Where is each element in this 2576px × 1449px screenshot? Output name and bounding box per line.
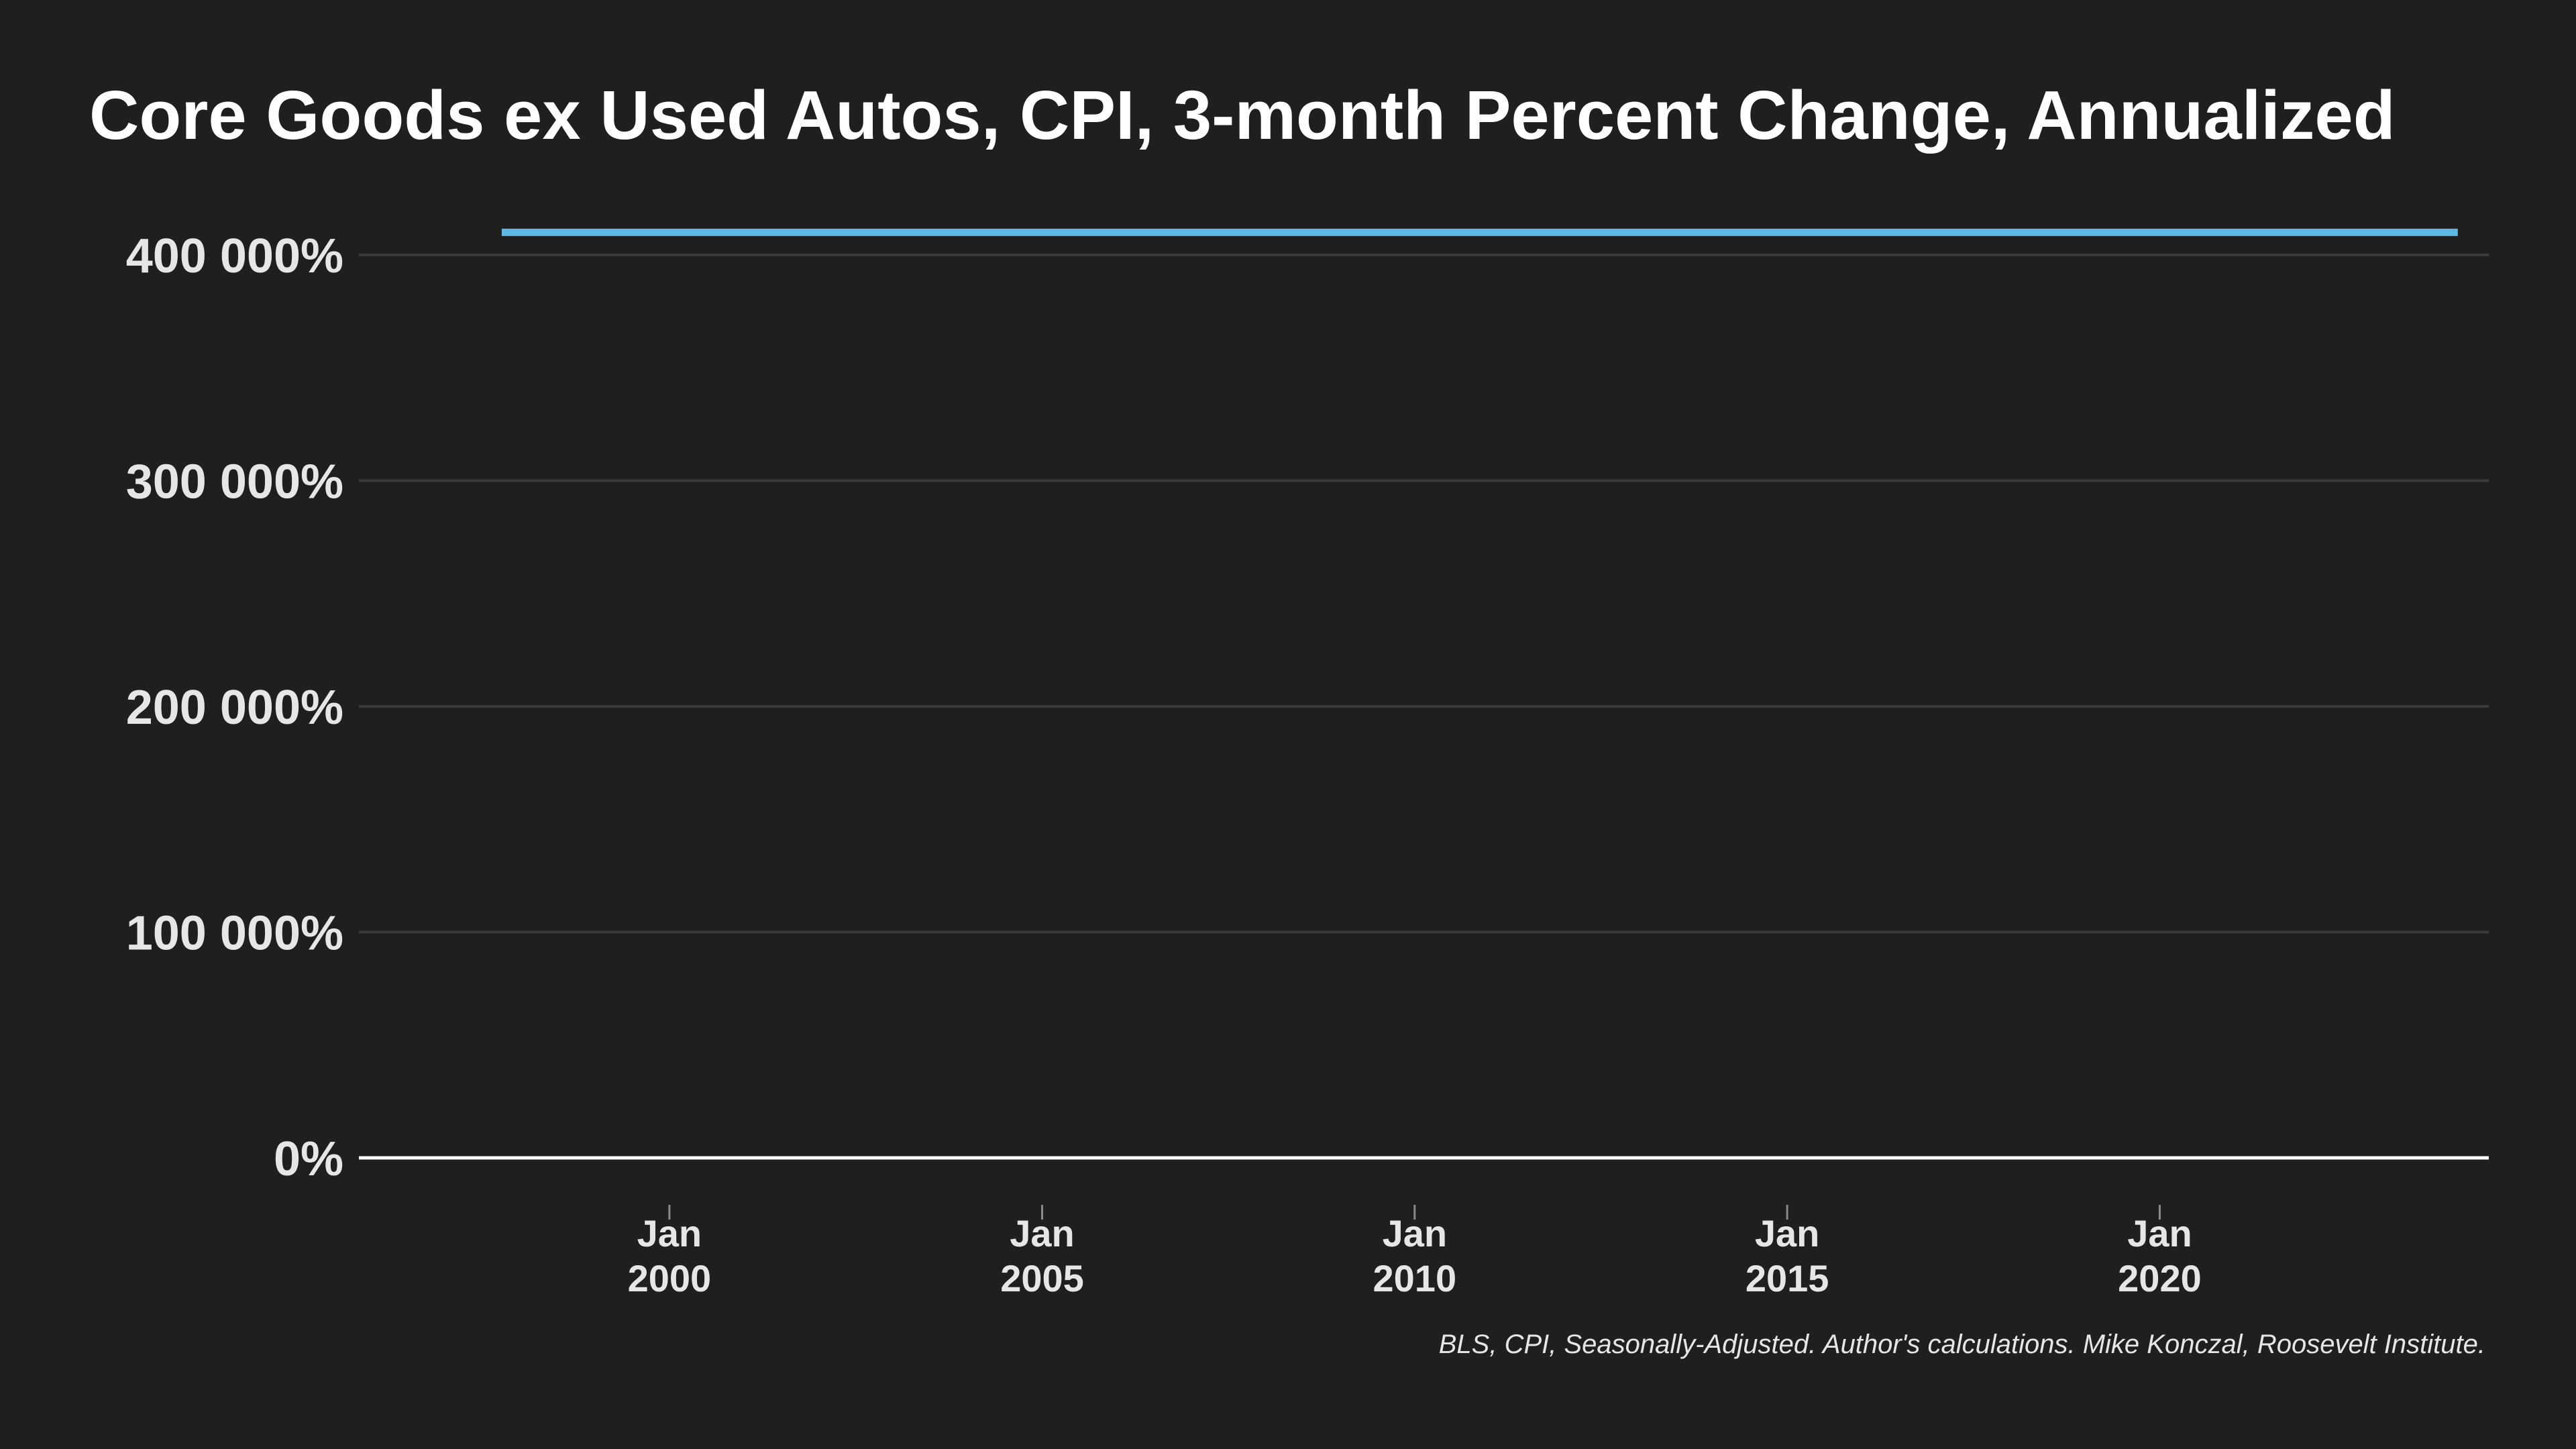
x-tick-label-year: 2000	[628, 1257, 712, 1299]
y-tick-label: 300 000%	[126, 455, 343, 509]
x-tick-label-month: Jan	[1755, 1212, 1820, 1254]
x-tick-label-month: Jan	[637, 1212, 702, 1254]
y-tick-label: 400 000%	[126, 229, 343, 283]
x-tick-label-month: Jan	[1010, 1212, 1075, 1254]
x-tick-label-year: 2005	[1000, 1257, 1084, 1299]
x-tick-label-year: 2020	[2118, 1257, 2202, 1299]
chart-title: Core Goods ex Used Autos, CPI, 3-month P…	[89, 76, 2396, 154]
y-tick-label: 0%	[274, 1132, 343, 1186]
x-tick-label-year: 2010	[1373, 1257, 1457, 1299]
chart-caption: BLS, CPI, Seasonally-Adjusted. Author's …	[1439, 1330, 2485, 1359]
gridlines	[359, 254, 2489, 1160]
y-tick-label: 100 000%	[126, 907, 343, 961]
y-tick-label: 200 000%	[126, 681, 343, 735]
x-tick-label-month: Jan	[2127, 1212, 2192, 1254]
x-tick-label-month: Jan	[1383, 1212, 1448, 1254]
y-axis-ticks: 400 000% 300 000% 200 000% 100 000% 0%	[126, 229, 343, 1186]
x-tick-label-year: 2015	[1746, 1257, 1829, 1299]
